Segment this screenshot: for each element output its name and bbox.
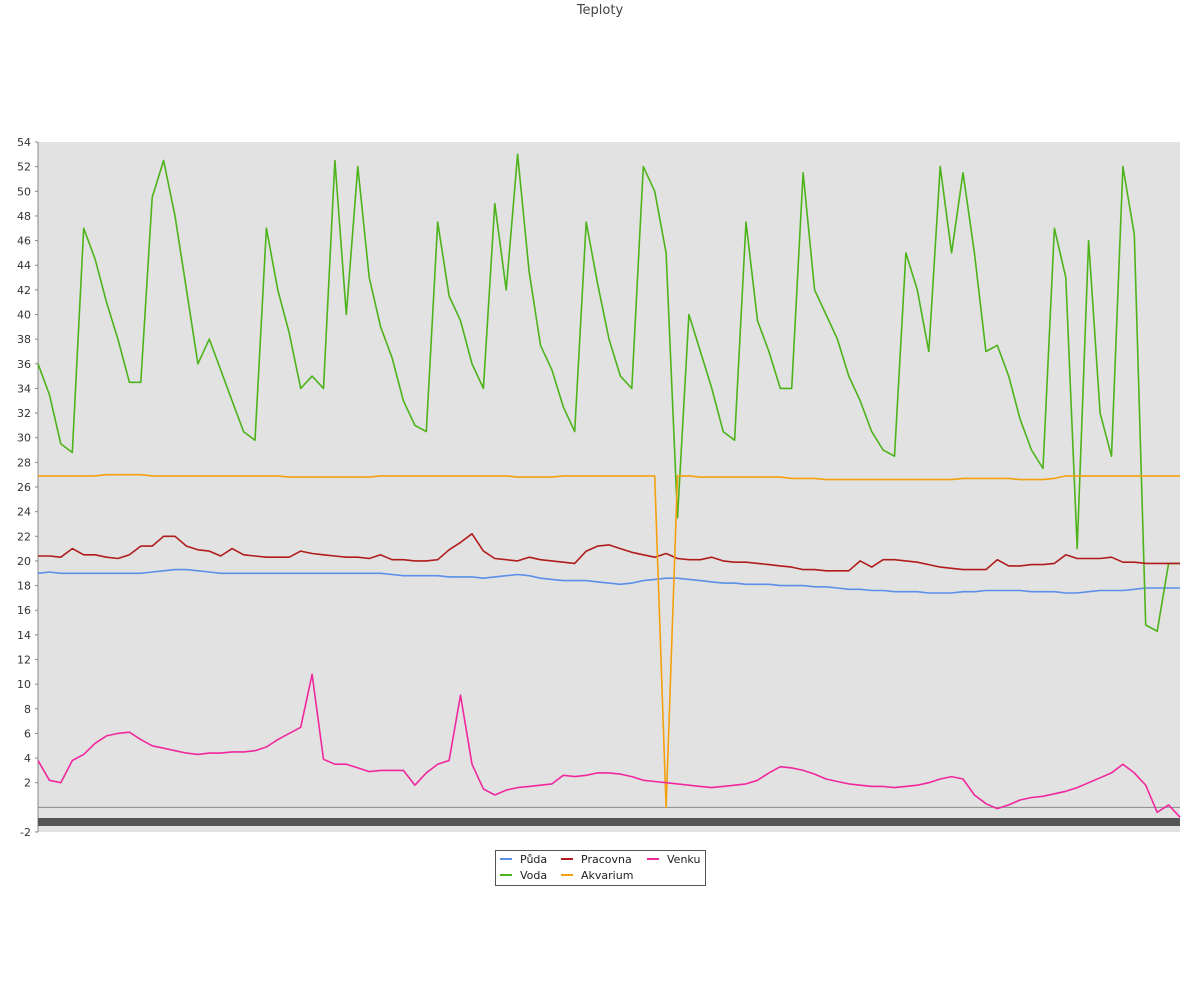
- series-line-puda: [37, 568, 1180, 594]
- y-tick-label: -2: [20, 826, 31, 839]
- y-tick-label: 44: [17, 259, 31, 272]
- y-tick-label: 10: [17, 678, 31, 691]
- y-tick-label: 38: [17, 333, 31, 346]
- y-tick-label: 20: [17, 555, 31, 568]
- legend-label-venku: Venku: [667, 853, 701, 866]
- series-line-pracovna: [38, 532, 1180, 572]
- y-tick-label: 50: [17, 185, 31, 198]
- y-tick-label: 2: [24, 777, 31, 790]
- legend-label-voda: Voda: [520, 869, 548, 882]
- plot-area: [38, 142, 1180, 832]
- y-tick-label: 46: [17, 235, 31, 248]
- y-tick-label: 14: [17, 629, 31, 642]
- y-tick-label: 18: [17, 580, 31, 593]
- legend-label-akvarium: Akvarium: [581, 869, 634, 882]
- legend-item-venku[interactable]: Venku: [647, 853, 700, 867]
- y-tick-label: 22: [17, 530, 31, 543]
- legend-swatch-voda: [500, 874, 512, 876]
- y-tick-label: 26: [17, 481, 31, 494]
- legend-swatch-pracovna: [561, 858, 573, 860]
- chart-title: Teploty: [576, 3, 624, 18]
- series-line-venku: [37, 673, 1181, 818]
- y-tick-label: 52: [17, 161, 31, 174]
- legend-item-akvarium[interactable]: Akvarium: [561, 869, 633, 883]
- legend-label-pracovna: Pracovna: [581, 853, 632, 866]
- series-line-akvarium: [38, 473, 1180, 809]
- y-tick-label: 42: [17, 284, 31, 297]
- y-tick-label: 36: [17, 358, 31, 371]
- y-tick-label: 54: [17, 136, 31, 149]
- legend-swatch-puda: [500, 858, 512, 860]
- legend-item-voda[interactable]: Voda: [500, 869, 547, 883]
- y-tick-label: 16: [17, 604, 31, 617]
- x-axis-tick-band: [38, 818, 1180, 826]
- y-axis: -224681012141618202224262830323436384042…: [17, 136, 39, 839]
- legend-item-puda[interactable]: Půda: [500, 853, 547, 867]
- legend: Půda Pracovna Venku Voda Akvarium: [495, 850, 706, 886]
- series-line-voda: [37, 153, 1180, 633]
- legend-label-puda: Půda: [520, 853, 548, 866]
- y-tick-label: 48: [17, 210, 31, 223]
- y-tick-label: 28: [17, 456, 31, 469]
- y-tick-label: 30: [17, 432, 31, 445]
- y-tick-label: 24: [17, 506, 31, 519]
- y-tick-label: 12: [17, 654, 31, 667]
- legend-swatch-akvarium: [561, 874, 573, 876]
- y-tick-label: 6: [24, 727, 31, 740]
- y-tick-label: 34: [17, 382, 31, 395]
- y-tick-label: 8: [24, 703, 31, 716]
- y-tick-label: 40: [17, 309, 31, 322]
- y-tick-label: 4: [24, 752, 31, 765]
- legend-item-pracovna[interactable]: Pracovna: [561, 853, 632, 867]
- series-group: [37, 153, 1181, 818]
- legend-swatch-venku: [647, 858, 659, 860]
- y-tick-label: 32: [17, 407, 31, 420]
